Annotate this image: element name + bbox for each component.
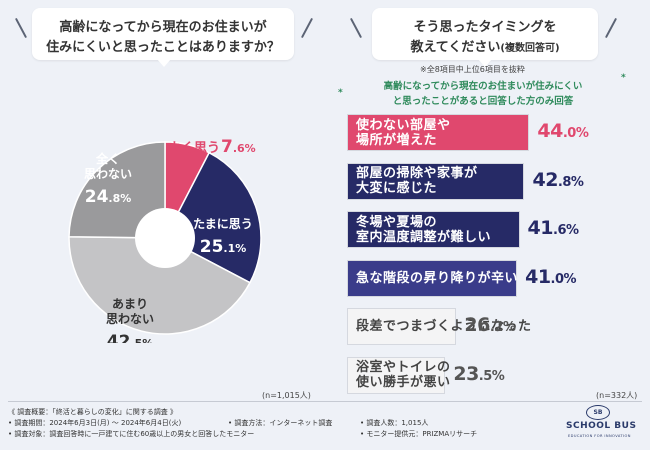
bar-3: 急な階段の昇り降りが辛い bbox=[347, 259, 518, 297]
right-question-line2-small: (複数回答可) bbox=[500, 43, 560, 54]
bar-5: 浴室やトイレの 使い勝手が悪い bbox=[347, 356, 450, 394]
bar-value-3: 41.0% bbox=[525, 265, 577, 288]
bar-label-5-line0: 浴室やトイレの bbox=[356, 360, 451, 375]
pie-center-hole bbox=[135, 208, 195, 268]
right-question-line1: そう思ったタイミングを bbox=[413, 20, 557, 35]
bar-value-4: 26.2% bbox=[464, 314, 516, 336]
bar-value-2: 41.6% bbox=[527, 217, 579, 239]
pie-value-2: 42.5% bbox=[107, 332, 154, 343]
right-question-line2-main: 教えてください bbox=[410, 40, 501, 55]
bar-0: 使わない部屋や 場所が増えた bbox=[347, 114, 530, 151]
bar-value-0: 44.0% bbox=[537, 120, 589, 142]
pie-value-3: 24.8% bbox=[85, 187, 132, 207]
logo-name: SCHOOL BUS bbox=[566, 421, 637, 431]
bar-label-1-line0: 部屋の掃除や家事が bbox=[356, 166, 478, 181]
footer-method: • 調査方法：インターネット調査 bbox=[228, 419, 333, 427]
left-question-tail bbox=[157, 59, 171, 67]
bar-value-5: 23.5% bbox=[453, 362, 505, 385]
pie-label-2-line0: あまり bbox=[112, 297, 148, 311]
right-question-slash-left bbox=[349, 17, 363, 39]
right-question-slash-right bbox=[604, 17, 618, 39]
pie-label-1: たまに思う 25.1% bbox=[193, 217, 253, 257]
footer-provider: • モニター提供元：PRIZMAリサーチ bbox=[360, 430, 478, 438]
logo-subtitle: EDUCATION FOR INNOVATION bbox=[568, 434, 631, 438]
right-question-tail bbox=[478, 59, 492, 67]
left-question-slash-right bbox=[300, 17, 314, 39]
bar-1: 部屋の掃除や家事が 大変に感じた bbox=[347, 162, 525, 200]
pie-label-2-line1: 思わない bbox=[106, 312, 154, 326]
bar-label-3-line0: 急な階段の昇り降りが辛い bbox=[356, 270, 519, 286]
bar-label-0-line1: 場所が増えた bbox=[356, 132, 438, 148]
bar-label-2: 冬場や夏場の 室内温度調整が難しい bbox=[356, 212, 491, 247]
bar-label-1-line1: 大変に感じた bbox=[356, 181, 438, 196]
pie-label-0: よく思う bbox=[168, 141, 220, 156]
bar-note: ※全8項目中上位6項目を抜粋 bbox=[420, 65, 525, 74]
subnote-star-left: * bbox=[338, 88, 343, 98]
pie-value-1: 25.1% bbox=[200, 237, 247, 257]
bar-label-0: 使わない部屋や 場所が増えた bbox=[356, 115, 451, 150]
pie-label-1-line0: たまに思う bbox=[193, 217, 253, 231]
pie-chart: よく思う 7.6%たまに思う25.1%あまり思わない42.5%全く思わない24.… bbox=[68, 137, 262, 343]
subnote-star-right: * bbox=[621, 73, 626, 83]
logo-mark: SB bbox=[586, 405, 610, 420]
left-question-line1: 高齢になってから現在のお住まいが bbox=[59, 20, 267, 35]
left-question-line2: 住みにくいと思ったことはありますか？ bbox=[46, 40, 280, 55]
bar-subnote-line1: 高齢になってから現在のお住まいが住みにくい bbox=[383, 81, 583, 92]
bar-label-4: 段差でつまづくようになった bbox=[356, 309, 532, 344]
bar-subnote-line2: と思ったことがあると回答した方のみ回答 bbox=[392, 96, 574, 107]
footer-survey-title: 《 調査概要：「終活と暮らしの変化」に関する調査 》 bbox=[8, 408, 177, 416]
footer-period: • 調査期間：2024年6月3日(月) 〜 2024年6月4日(火) bbox=[8, 419, 182, 427]
bar-value-1: 42.8% bbox=[532, 168, 584, 191]
pie-value-0: 7.6% bbox=[221, 137, 256, 157]
pie-n-label: (n=1,015人) bbox=[262, 391, 311, 400]
pie-label-3-line1: 思わない bbox=[84, 167, 132, 181]
bar-label-0-line0: 使わない部屋や bbox=[356, 117, 451, 133]
bar-label-2-line0: 冬場や夏場の bbox=[356, 214, 438, 230]
right-question-line2: 教えてください(複数回答可) bbox=[372, 36, 598, 55]
bar-n-label: (n=332人) bbox=[596, 391, 638, 400]
bar-label-2-line1: 室内温度調整が難しい bbox=[356, 229, 492, 245]
footer-count: • 調査人数：1,015人 bbox=[360, 419, 429, 427]
bar-label-5: 浴室やトイレの 使い勝手が悪い bbox=[356, 358, 451, 393]
bar-label-1: 部屋の掃除や家事が 大変に感じた bbox=[356, 164, 478, 199]
pie-label-3-line0: 全く bbox=[95, 151, 120, 166]
bar-4: 段差でつまづくようになった bbox=[347, 308, 531, 345]
left-question-slash-left bbox=[14, 17, 28, 39]
bar-label-3: 急な階段の昇り降りが辛い bbox=[356, 261, 518, 296]
bar-2: 冬場や夏場の 室内温度調整が難しい bbox=[347, 211, 520, 248]
footer-divider bbox=[8, 401, 642, 402]
footer-target: • 調査対象：調査回答時に一戸建てに住む60歳以上の男女と回答したモニター bbox=[8, 430, 255, 438]
bar-label-5-line1: 使い勝手が悪い bbox=[356, 375, 451, 390]
right-question-bubble: そう思ったタイミングを 教えてください(複数回答可) bbox=[372, 8, 598, 67]
left-question-bubble: 高齢になってから現在のお住まいが 住みにくいと思ったことはありますか？ bbox=[32, 8, 294, 67]
pie-slice-3 bbox=[68, 141, 166, 239]
pie-slice-2 bbox=[68, 236, 251, 335]
bar-label-4-line0: 段差でつまづくようになった bbox=[356, 319, 532, 334]
